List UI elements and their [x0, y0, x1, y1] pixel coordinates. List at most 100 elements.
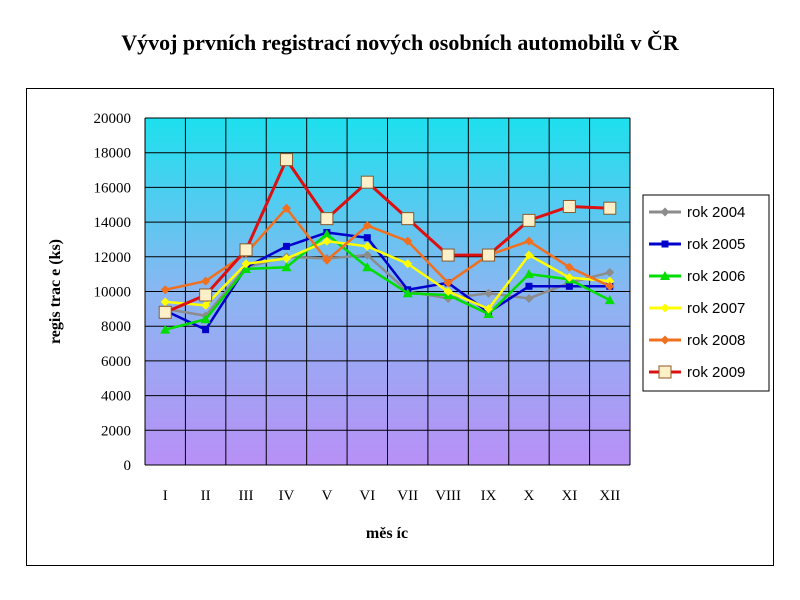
- data-point: [565, 282, 573, 290]
- data-point: [362, 250, 372, 260]
- data-point: [522, 213, 536, 227]
- y-tick-label: 10000: [94, 285, 132, 301]
- data-point: [362, 241, 372, 251]
- data-point: [281, 203, 291, 213]
- data-point: [524, 236, 534, 246]
- data-point: [441, 248, 455, 262]
- data-point: [660, 303, 670, 313]
- y-tick-label: 16000: [94, 180, 132, 196]
- data-point: [281, 254, 291, 264]
- data-point: [241, 259, 251, 269]
- series-group: [158, 153, 617, 334]
- legend-item: rok 2008: [649, 332, 745, 349]
- series-line: [164, 253, 611, 318]
- data-point: [524, 293, 534, 303]
- y-tick-labels: 0 2000 4000 6000 8000 10000 12000 14000 16000 180…: [94, 111, 132, 474]
- data-point: [523, 269, 534, 279]
- x-tick-labels: I II III IV V VI VII VIII IX X XI XII: [163, 488, 620, 504]
- y-tick-label: 8000: [101, 319, 131, 335]
- data-point: [281, 262, 292, 272]
- series-line: [164, 158, 610, 314]
- legend: rok 2004 rok 2005 rok 2006 rok 2007 rok 2008…: [642, 194, 770, 392]
- x-tick-label: V: [321, 488, 332, 504]
- x-tick-label: VI: [359, 488, 375, 504]
- data-point: [322, 236, 332, 246]
- data-point: [282, 242, 290, 250]
- data-point: [524, 250, 534, 260]
- data-point: [279, 153, 293, 167]
- x-tick-label: IV: [279, 488, 295, 504]
- data-point: [443, 287, 453, 296]
- data-point: [605, 276, 615, 286]
- data-point: [605, 267, 615, 277]
- y-tick-label: 14000: [94, 215, 132, 231]
- legend-label: rok 2006: [687, 268, 745, 285]
- legend-item: rok 2007: [649, 300, 745, 317]
- x-tick-label: III: [239, 488, 254, 504]
- legend-label: rok 2008: [687, 332, 745, 349]
- data-point: [160, 324, 171, 334]
- x-tick-label: VII: [397, 488, 418, 504]
- legend-label: rok 2005: [687, 236, 745, 253]
- data-point: [322, 255, 332, 265]
- x-tick-label: XI: [561, 488, 577, 504]
- legend-item: rok 2009: [649, 364, 745, 381]
- legend-item: rok 2004: [649, 204, 745, 221]
- y-tick-label: 2000: [101, 423, 131, 439]
- x-tick-label: X: [524, 488, 535, 504]
- y-tick-label: 0: [124, 458, 132, 474]
- y-tick-label: 12000: [94, 250, 132, 266]
- legend-box: [642, 194, 770, 392]
- data-point: [483, 309, 494, 319]
- data-point: [660, 207, 670, 217]
- y-axis-title: regis trac e (ks): [47, 239, 64, 344]
- data-point: [604, 295, 615, 305]
- y-tick-label: 20000: [94, 111, 132, 127]
- data-point: [482, 248, 496, 262]
- y-tick-label: 4000: [101, 389, 131, 405]
- data-point: [660, 335, 670, 345]
- y-tick-label: 6000: [101, 354, 131, 370]
- series-rok-2007: [160, 236, 615, 314]
- data-point: [362, 262, 373, 272]
- data-point: [484, 288, 494, 298]
- data-point: [363, 234, 371, 242]
- data-point: [360, 175, 374, 189]
- data-point: [562, 199, 576, 213]
- x-tick-label: II: [201, 488, 211, 504]
- chart-frame: [26, 88, 774, 566]
- data-point: [443, 278, 453, 288]
- data-point: [605, 281, 615, 291]
- data-point: [661, 240, 669, 248]
- data-point: [564, 273, 574, 283]
- data-point: [603, 201, 617, 215]
- data-point: [484, 304, 494, 314]
- legend-item: rok 2006: [649, 268, 745, 285]
- data-point: [660, 271, 670, 280]
- data-point: [160, 297, 170, 307]
- x-tick-label: VIII: [435, 488, 461, 504]
- series-line: [165, 239, 610, 311]
- data-point: [402, 288, 413, 298]
- legend-label: rok 2004: [687, 204, 745, 221]
- data-point: [362, 221, 372, 231]
- series-line: [164, 232, 611, 331]
- series-rok-2006: [160, 229, 615, 334]
- data-point: [403, 236, 413, 246]
- data-point: [525, 282, 533, 290]
- x-axis-title: měs íc: [366, 525, 408, 542]
- x-tick-label: I: [163, 488, 168, 504]
- data-point: [564, 262, 574, 272]
- data-point: [403, 259, 413, 269]
- legend-item: rok 2005: [649, 236, 745, 253]
- data-point: [201, 300, 211, 310]
- data-point: [160, 285, 170, 295]
- x-tick-label: XII: [599, 488, 620, 504]
- data-point: [200, 314, 211, 324]
- y-tick-label: 18000: [94, 146, 132, 162]
- data-point: [321, 229, 332, 239]
- data-point: [239, 243, 253, 257]
- data-point: [158, 305, 172, 319]
- legend-label: rok 2007: [687, 300, 745, 317]
